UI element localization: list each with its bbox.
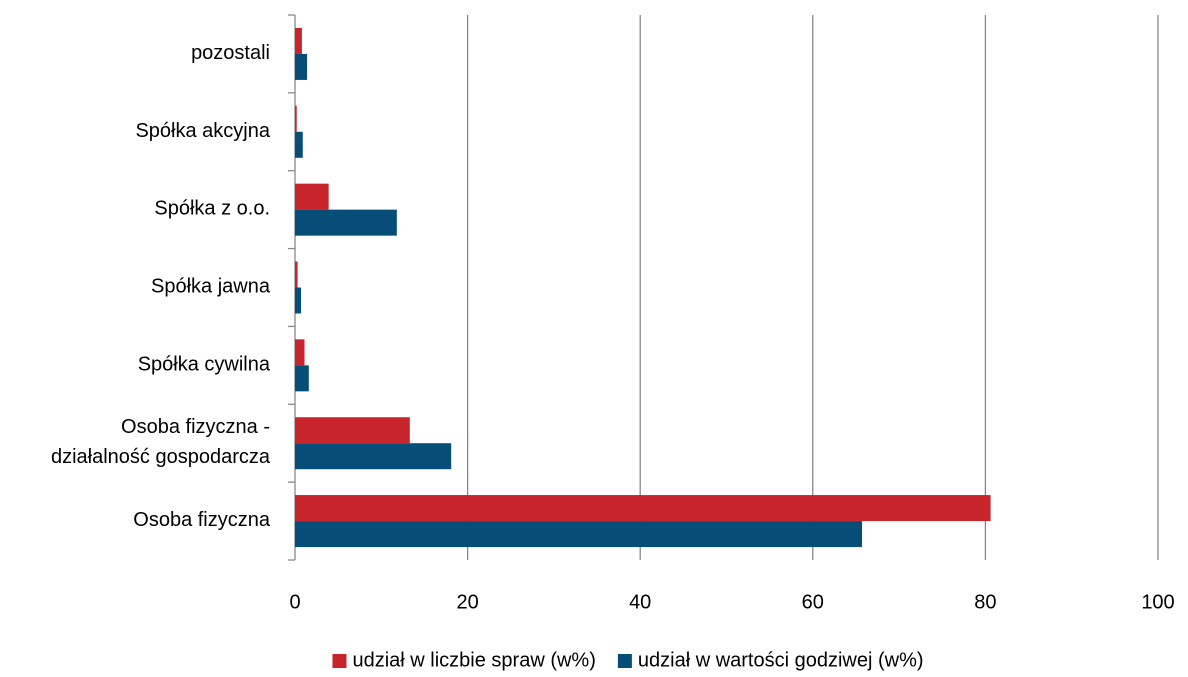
bar-wartosc-godziwa-3 — [295, 287, 302, 314]
category-label: Spółka jawna — [151, 276, 271, 298]
bar-wartosc-godziwa-4 — [295, 209, 397, 236]
x-tick-label: 100 — [1141, 591, 1174, 613]
bar-wartosc-godziwa-6 — [295, 53, 308, 80]
x-tick-label: 20 — [456, 591, 478, 613]
legend-label-0: udział w liczbie spraw (w%) — [352, 649, 595, 671]
category-labels: Osoba fizyczna Osoba fizyczna - działalnoś… — [51, 42, 271, 531]
category-label-line: działalność gospodarcza — [51, 446, 271, 468]
category-label: Spółka cywilna — [138, 354, 271, 376]
category-label-line: pozostali — [191, 42, 270, 64]
legend-label-1: udział w wartości godziwej (w%) — [638, 649, 924, 671]
bars — [295, 27, 991, 548]
legend-swatch-0 — [332, 654, 347, 668]
category-label-line: Spółka jawna — [151, 276, 271, 298]
category-label-line: Spółka z o.o. — [154, 198, 270, 220]
category-label: Osoba fizyczna — [133, 509, 271, 531]
category-label: Osoba fizyczna - działalność gospodarcza — [51, 416, 271, 468]
category-label-line: Osoba fizyczna — [133, 509, 271, 531]
bar-wartosc-godziwa-1 — [295, 443, 452, 470]
bar-liczba-spraw-6 — [295, 27, 302, 54]
bar-liczba-spraw-5 — [295, 105, 297, 132]
legend: udział w liczbie spraw (w%) udział w wart… — [332, 649, 924, 671]
axes — [288, 14, 296, 561]
category-label: Spółka z o.o. — [154, 198, 270, 220]
bar-liczba-spraw-2 — [295, 339, 305, 366]
bar-liczba-spraw-4 — [295, 183, 329, 210]
x-tick-labels: 0 20 40 60 80 100 — [289, 591, 1174, 613]
bar-liczba-spraw-0 — [295, 495, 991, 522]
x-tick-label: 80 — [974, 591, 996, 613]
category-label: Spółka akcyjna — [135, 120, 270, 142]
gridlines — [466, 15, 1159, 560]
category-label-line: Spółka akcyjna — [135, 120, 270, 142]
bar-wartosc-godziwa-0 — [295, 521, 862, 548]
bar-wartosc-godziwa-2 — [295, 365, 309, 392]
legend-swatch-1 — [617, 654, 632, 668]
bar-liczba-spraw-3 — [295, 261, 298, 288]
bar-liczba-spraw-1 — [295, 417, 410, 444]
category-label: pozostali — [191, 42, 270, 64]
bar-wartosc-godziwa-5 — [295, 131, 303, 158]
category-label-line: Spółka cywilna — [138, 354, 271, 376]
category-label-line: Osoba fizyczna - — [121, 416, 270, 438]
x-tick-label: 40 — [629, 591, 651, 613]
x-tick-label: 60 — [802, 591, 824, 613]
x-tick-label: 0 — [289, 591, 300, 613]
